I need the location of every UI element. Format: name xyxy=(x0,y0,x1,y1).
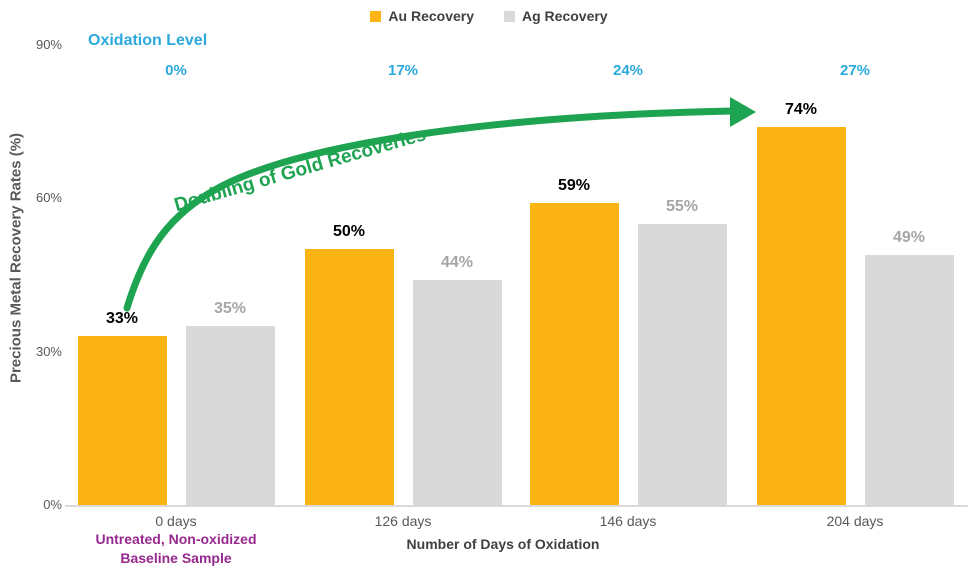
oxidation-value-0-days: 0% xyxy=(165,62,187,79)
oxidation-value-204-days: 27% xyxy=(839,62,871,79)
baseline-note-line1: Untreated, Non-oxidized xyxy=(95,531,257,547)
bar-ag-recovery-0-days xyxy=(185,326,275,505)
baseline-note-line2: Baseline Sample xyxy=(120,550,232,566)
bar-ag-recovery-126-days xyxy=(412,280,502,505)
bar-au-recovery-204-days xyxy=(756,126,846,505)
bar-ag-recovery-146-days xyxy=(637,223,727,505)
x-axis-title: Number of Days of Oxidation xyxy=(406,536,600,552)
y-tick-0: 0% xyxy=(43,497,62,512)
y-tick-60: 60% xyxy=(35,190,62,206)
bar-au-recovery-146-days xyxy=(529,203,619,505)
legend-swatch-icon xyxy=(504,10,515,22)
bar-value-ag-recovery-126-days: 44% xyxy=(440,254,474,272)
baseline-sample-note: Untreated, Non-oxidized Baseline Sample xyxy=(46,530,306,567)
arrow-annotation-text: Doubling of Gold Recoveries xyxy=(172,124,429,217)
y-tick-30: 30% xyxy=(35,343,62,359)
bar-au-recovery-126-days xyxy=(304,249,394,505)
legend-item-ag-recovery: Ag Recovery xyxy=(504,8,608,24)
bar-value-ag-recovery-0-days: 35% xyxy=(213,300,247,318)
bar-value-ag-recovery-204-days: 49% xyxy=(892,228,926,246)
legend-label: Au Recovery xyxy=(388,8,474,24)
bar-value-au-recovery-204-days: 74% xyxy=(784,100,818,118)
oxidation-value-146-days: 24% xyxy=(612,62,644,79)
x-axis-line xyxy=(65,505,968,507)
oxidation-value-126-days: 17% xyxy=(387,62,419,79)
bar-ag-recovery-204-days xyxy=(864,254,954,505)
bar-au-recovery-0-days xyxy=(77,336,167,505)
x-tick-126-days: 126 days xyxy=(374,513,432,529)
bar-value-au-recovery-126-days: 50% xyxy=(332,223,366,241)
bar-value-au-recovery-146-days: 59% xyxy=(557,177,591,195)
oxidation-level-title: Oxidation Level xyxy=(88,32,208,49)
legend-swatch-icon xyxy=(370,10,382,22)
x-tick-204-days: 204 days xyxy=(826,513,884,529)
legend-item-au-recovery: Au Recovery xyxy=(370,8,474,24)
bar-value-au-recovery-0-days: 33% xyxy=(105,310,139,328)
legend-label: Ag Recovery xyxy=(522,8,608,24)
bar-value-ag-recovery-146-days: 55% xyxy=(665,197,699,215)
legend: Au Recovery Ag Recovery xyxy=(0,8,978,24)
x-tick-0-days: 0 days xyxy=(155,513,197,529)
growth-arrow-head-icon xyxy=(730,97,756,127)
y-tick-90: 90% xyxy=(35,37,62,52)
x-tick-146-days: 146 days xyxy=(599,513,657,529)
